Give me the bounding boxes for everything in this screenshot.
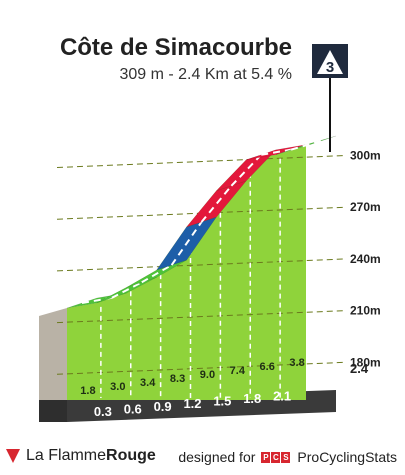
category-number: 3: [326, 59, 334, 76]
end-km-label: 2.4: [350, 361, 369, 376]
brand-plain: La Flamme: [26, 447, 107, 464]
laflammerouge-logo: La FlammeRouge: [6, 447, 156, 465]
pcs-logo-p: P: [261, 451, 271, 463]
designed-for: designed for P C S ProCyclingStats: [178, 449, 397, 465]
profile-top-band: [66, 135, 337, 309]
flag-icon: [6, 449, 20, 463]
km-label-4: 1.5: [213, 394, 231, 409]
y-tick-label-2: 240m: [350, 252, 381, 266]
elevation-profile-chart: 1.8 3.0 3.4 8.3 9.0 7.4 6.6 3.8 0.3 0.6 0.9 1.2 1.5 1…: [39, 44, 381, 422]
y-tick-label-4: 300m: [350, 149, 381, 163]
mountain-icon: [317, 50, 343, 74]
page-title: Côte de Simacourbe: [59, 34, 292, 61]
gradient-label-3: 8.3: [170, 373, 185, 385]
gradient-label-1: 3.0: [110, 381, 125, 393]
category-badge: 3: [312, 44, 348, 152]
profile-fill: [67, 145, 306, 400]
km-label-3: 1.2: [183, 396, 201, 411]
top-band-centerline-7: [290, 140, 322, 151]
gradient-label-5: 7.4: [230, 365, 246, 377]
grid-line-0: [56, 361, 347, 375]
data-labels: 1.8 3.0 3.4 8.3 9.0 7.4 6.6 3.8 0.3 0.6 0.9 1.2 1.5 1…: [80, 357, 369, 419]
top-band-centerline-3: [170, 221, 203, 266]
profile-side: [39, 307, 67, 400]
gradient-label-4: 9.0: [200, 369, 215, 381]
profile-area: [39, 145, 306, 400]
gradient-label-7: 3.8: [289, 357, 304, 369]
km-label-2: 0.9: [154, 399, 172, 414]
km-strip-left: [39, 400, 67, 422]
climb-summary: 309 m - 2.4 Km at 5.4 %: [119, 66, 292, 83]
y-tick-label-3: 270m: [350, 200, 381, 214]
km-label-1: 0.6: [124, 401, 142, 416]
top-band-centerline-2: [141, 264, 173, 284]
designed-for-text: designed for: [178, 449, 256, 465]
y-tick-label-0: 180m: [350, 355, 381, 369]
km-label-6: 2.1: [273, 388, 291, 403]
grid-line-1: [56, 310, 347, 324]
gradient-label-6: 6.6: [260, 361, 275, 373]
km-label-5: 1.8: [243, 391, 261, 406]
gradient-label-2: 3.4: [140, 377, 156, 389]
gradient-label-0: 1.8: [80, 385, 95, 397]
top-band-centerline-6: [261, 148, 292, 156]
brand-bold: Rouge: [106, 447, 156, 464]
grid-line-4: [56, 155, 347, 168]
top-band-centerline-1: [111, 281, 143, 299]
top-band-centerline-4: [200, 185, 233, 223]
y-axis: 180m 210m 240m 270m 300m: [350, 149, 381, 370]
y-tick-label-1: 210m: [350, 304, 381, 318]
pcs-logo-s: S: [281, 451, 291, 463]
km-label-0: 0.3: [94, 404, 112, 419]
grid-line-2: [56, 258, 347, 272]
pcs-logo-c: C: [271, 451, 281, 463]
pcs-name: ProCyclingStats: [297, 449, 397, 465]
footer: La FlammeRouge designed for P C S ProCyc…: [0, 443, 405, 473]
